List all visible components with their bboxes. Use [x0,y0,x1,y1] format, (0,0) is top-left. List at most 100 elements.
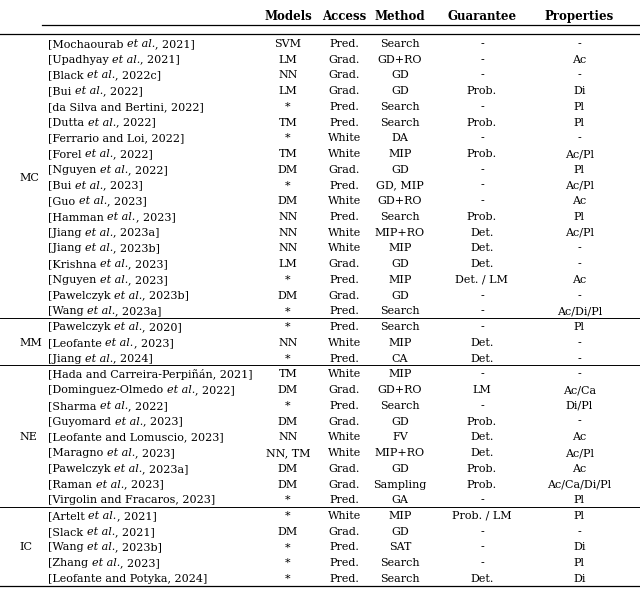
Text: Prob.: Prob. [467,118,497,128]
Text: , 2023a]: , 2023a] [113,228,160,238]
Text: NN: NN [278,432,298,442]
Text: , 2020]: , 2020] [142,322,182,332]
Text: [Bui: [Bui [48,181,75,191]
Text: GD, MIP: GD, MIP [376,181,424,191]
Text: MIP: MIP [388,338,412,348]
Text: et al.: et al. [75,181,103,191]
Text: SAT: SAT [389,542,411,553]
Text: *: * [285,542,291,553]
Text: MIP: MIP [388,275,412,285]
Text: White: White [328,133,361,143]
Text: , 2023]: , 2023] [103,181,143,191]
Text: Prob.: Prob. [467,149,497,159]
Text: Grad.: Grad. [328,55,360,65]
Text: Det.: Det. [470,244,493,253]
Text: LM: LM [278,259,298,269]
Text: -: - [577,370,581,379]
Text: [Dutta: [Dutta [48,118,88,128]
Text: [Pawelczyk: [Pawelczyk [48,322,114,332]
Text: Ac/Pl: Ac/Pl [564,448,594,458]
Text: Search: Search [380,102,420,112]
Text: MIP: MIP [388,244,412,253]
Text: Ac: Ac [572,464,586,474]
Text: GD+RO: GD+RO [378,385,422,395]
Text: , 2023b]: , 2023b] [142,290,189,301]
Text: -: - [480,70,484,80]
Text: -: - [577,338,581,348]
Text: White: White [328,338,361,348]
Text: et al.: et al. [106,338,134,348]
Text: [Nguyen: [Nguyen [48,165,100,175]
Text: Models: Models [264,10,312,23]
Text: Ac: Ac [572,432,586,442]
Text: Pred.: Pred. [330,118,359,128]
Text: Pred.: Pred. [330,542,359,553]
Text: -: - [480,290,484,301]
Text: Pred.: Pred. [330,401,359,411]
Text: et al.: et al. [75,86,103,96]
Text: [Maragno: [Maragno [48,448,107,458]
Text: DM: DM [278,464,298,474]
Text: [Hamman: [Hamman [48,212,108,222]
Text: -: - [480,165,484,175]
Text: , 2021]: , 2021] [156,39,195,49]
Text: -: - [480,401,484,411]
Text: Grad.: Grad. [328,527,360,537]
Text: Pred.: Pred. [330,574,359,584]
Text: DM: DM [278,416,298,427]
Text: *: * [285,558,291,568]
Text: *: * [285,353,291,364]
Text: Ac/Di/Pl: Ac/Di/Pl [557,307,602,316]
Text: LM: LM [472,385,492,395]
Text: Di/Pl: Di/Pl [566,401,593,411]
Text: , 2022]: , 2022] [103,86,143,96]
Text: Grad.: Grad. [328,165,360,175]
Text: GD+RO: GD+RO [378,55,422,65]
Text: DM: DM [278,527,298,537]
Text: et al.: et al. [92,558,120,568]
Text: IC: IC [19,542,32,553]
Text: GD: GD [391,416,409,427]
Text: et al.: et al. [87,542,115,553]
Text: -: - [577,527,581,537]
Text: et al.: et al. [100,401,128,411]
Text: GD: GD [391,70,409,80]
Text: White: White [328,149,361,159]
Text: Grad.: Grad. [328,290,360,301]
Text: Search: Search [380,322,420,332]
Text: Ac/Ca: Ac/Ca [563,385,596,395]
Text: LM: LM [278,55,298,65]
Text: NN: NN [278,228,298,238]
Text: [Artelt: [Artelt [48,511,88,521]
Text: , 2023]: , 2023] [136,212,175,222]
Text: , 2023b]: , 2023b] [115,542,163,553]
Text: Det. / LM: Det. / LM [456,275,508,285]
Text: GD: GD [391,527,409,537]
Text: -: - [577,290,581,301]
Text: [Wang: [Wang [48,542,87,553]
Text: DM: DM [278,196,298,206]
Text: CA: CA [392,353,408,364]
Text: DA: DA [392,133,408,143]
Text: Pred.: Pred. [330,102,359,112]
Text: Sampling: Sampling [373,479,427,490]
Text: et al.: et al. [114,464,142,474]
Text: White: White [328,448,361,458]
Text: -: - [480,527,484,537]
Text: , 2021]: , 2021] [116,511,156,521]
Text: [Pawelczyk: [Pawelczyk [48,464,114,474]
Text: Pred.: Pred. [330,275,359,285]
Text: GD: GD [391,86,409,96]
Text: NN: NN [278,338,298,348]
Text: White: White [328,432,361,442]
Text: Pred.: Pred. [330,322,359,332]
Text: , 2024]: , 2024] [113,353,153,364]
Text: Prob. / LM: Prob. / LM [452,511,512,521]
Text: et al.: et al. [100,259,129,269]
Text: Pred.: Pred. [330,39,359,49]
Text: [Black: [Black [48,70,87,80]
Text: Search: Search [380,558,420,568]
Text: *: * [285,495,291,505]
Text: et al.: et al. [85,353,113,364]
Text: Pred.: Pred. [330,307,359,316]
